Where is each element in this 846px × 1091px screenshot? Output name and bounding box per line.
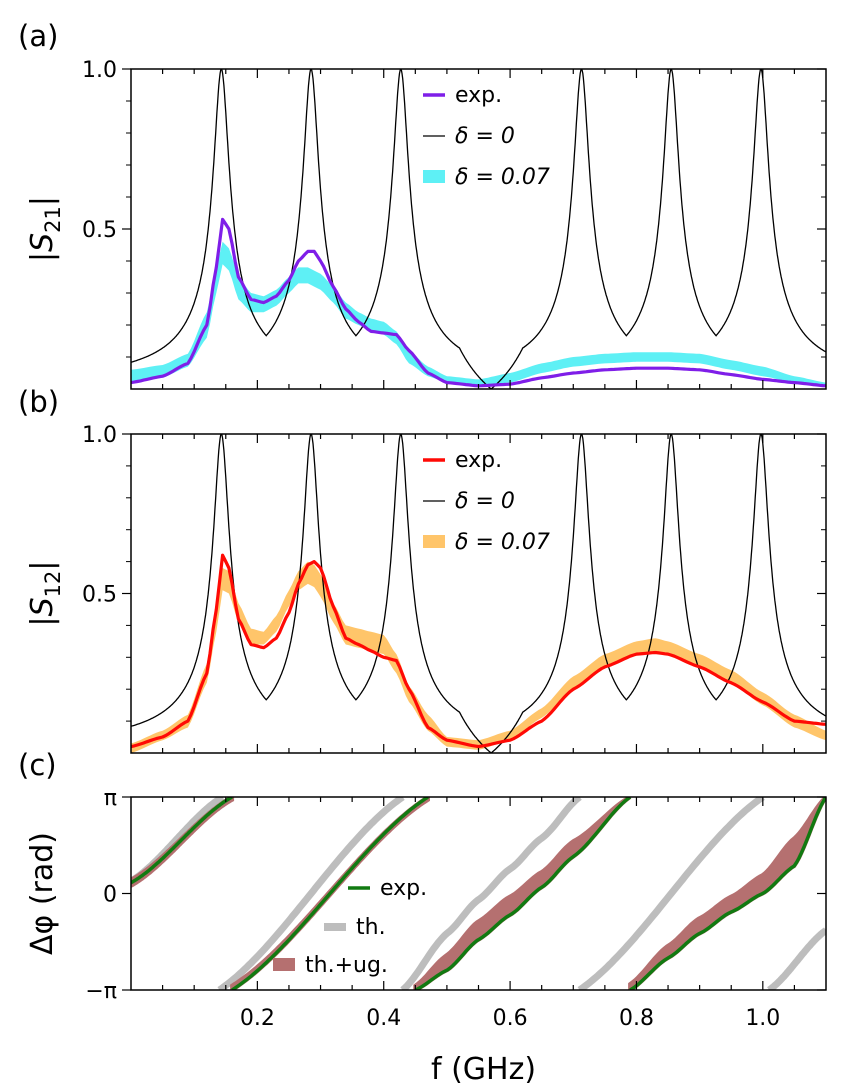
y-tick-label: 1.0 <box>82 58 117 83</box>
th-line <box>577 797 765 990</box>
legend-swatch-band <box>423 170 445 183</box>
y-tick-label: π <box>104 786 117 811</box>
axes-frame <box>130 796 827 991</box>
x-axis-label: f (GHz) <box>431 1052 536 1087</box>
legend-label-theory: δ = 0 <box>455 124 515 149</box>
plot-area <box>131 797 826 990</box>
y-axis-label: Δφ (rad) <box>25 832 60 955</box>
panel-label: (a) <box>18 19 58 53</box>
legend-swatch-band <box>423 535 445 548</box>
band-area <box>131 561 826 753</box>
y-axis-label: |S21| <box>25 196 65 262</box>
exp-line <box>131 797 233 885</box>
y-label-end: | <box>25 196 60 206</box>
y-tick-label: 0.5 <box>82 218 117 243</box>
x-tick-label: 0.4 <box>366 1006 401 1031</box>
panel-label: (c) <box>18 748 57 782</box>
legend: exp. th. th.+ug. <box>273 876 427 978</box>
legend-label-theory: δ = 0 <box>455 489 515 514</box>
y-label-sub: 21 <box>41 206 65 233</box>
th-line <box>400 797 582 990</box>
y-axis-label: |S12| <box>25 561 65 627</box>
theory-line <box>131 69 826 389</box>
legend-label-exp: exp. <box>380 876 427 901</box>
legend: exp. δ = 0 δ = 0.07 <box>423 83 550 190</box>
y-tick-label: 0 <box>103 883 117 908</box>
legend-swatch-thug <box>273 958 295 971</box>
th-ug-band <box>413 797 632 990</box>
y-tick-label: 0.5 <box>82 583 117 608</box>
legend-label-th: th. <box>356 915 386 940</box>
panel-c: (c) π 0 −π 0.2 0.4 0.6 0.8 1.0 f (GHz) Δφ (rad) exp… <box>18 748 827 1087</box>
exp-line <box>414 797 632 990</box>
th-line <box>217 797 405 990</box>
legend-label-exp: exp. <box>455 83 502 108</box>
legend-label-thug: th.+ug. <box>305 953 388 978</box>
axes-frame <box>130 433 827 754</box>
plot-area <box>131 434 826 753</box>
x-tick-label: 0.6 <box>493 1006 528 1031</box>
plot-area <box>131 69 826 389</box>
panel-a: (a) 0.5 1.0 |S21| exp. δ = 0 δ = 0.07 <box>18 19 827 390</box>
legend-label-exp: exp. <box>455 448 502 473</box>
legend-label-band: δ = 0.07 <box>455 530 550 555</box>
panel-label: (b) <box>18 385 59 419</box>
x-tick-label: 0.2 <box>240 1006 275 1031</box>
x-tick-label: 0.8 <box>619 1006 654 1031</box>
y-tick-label: −π <box>85 979 117 1004</box>
exp-line <box>629 797 826 990</box>
x-tick-label: 1.0 <box>745 1006 780 1031</box>
band-area <box>131 241 826 386</box>
axes-frame <box>130 68 827 390</box>
y-label-base: |S <box>25 233 60 262</box>
y-label-base: |S <box>25 597 60 626</box>
th-line <box>767 927 826 990</box>
y-label-sub: 12 <box>41 571 65 598</box>
exp-line <box>231 797 429 990</box>
y-tick-label: 1.0 <box>82 423 117 448</box>
legend: exp. δ = 0 δ = 0.07 <box>423 448 550 555</box>
legend-label-band: δ = 0.07 <box>455 165 550 190</box>
y-label-end: | <box>25 561 60 571</box>
theory-line <box>131 434 826 753</box>
panel-b: (b) 0.5 1.0 |S12| exp. δ = 0 δ = 0.07 <box>18 385 827 754</box>
exp-line <box>131 553 826 749</box>
